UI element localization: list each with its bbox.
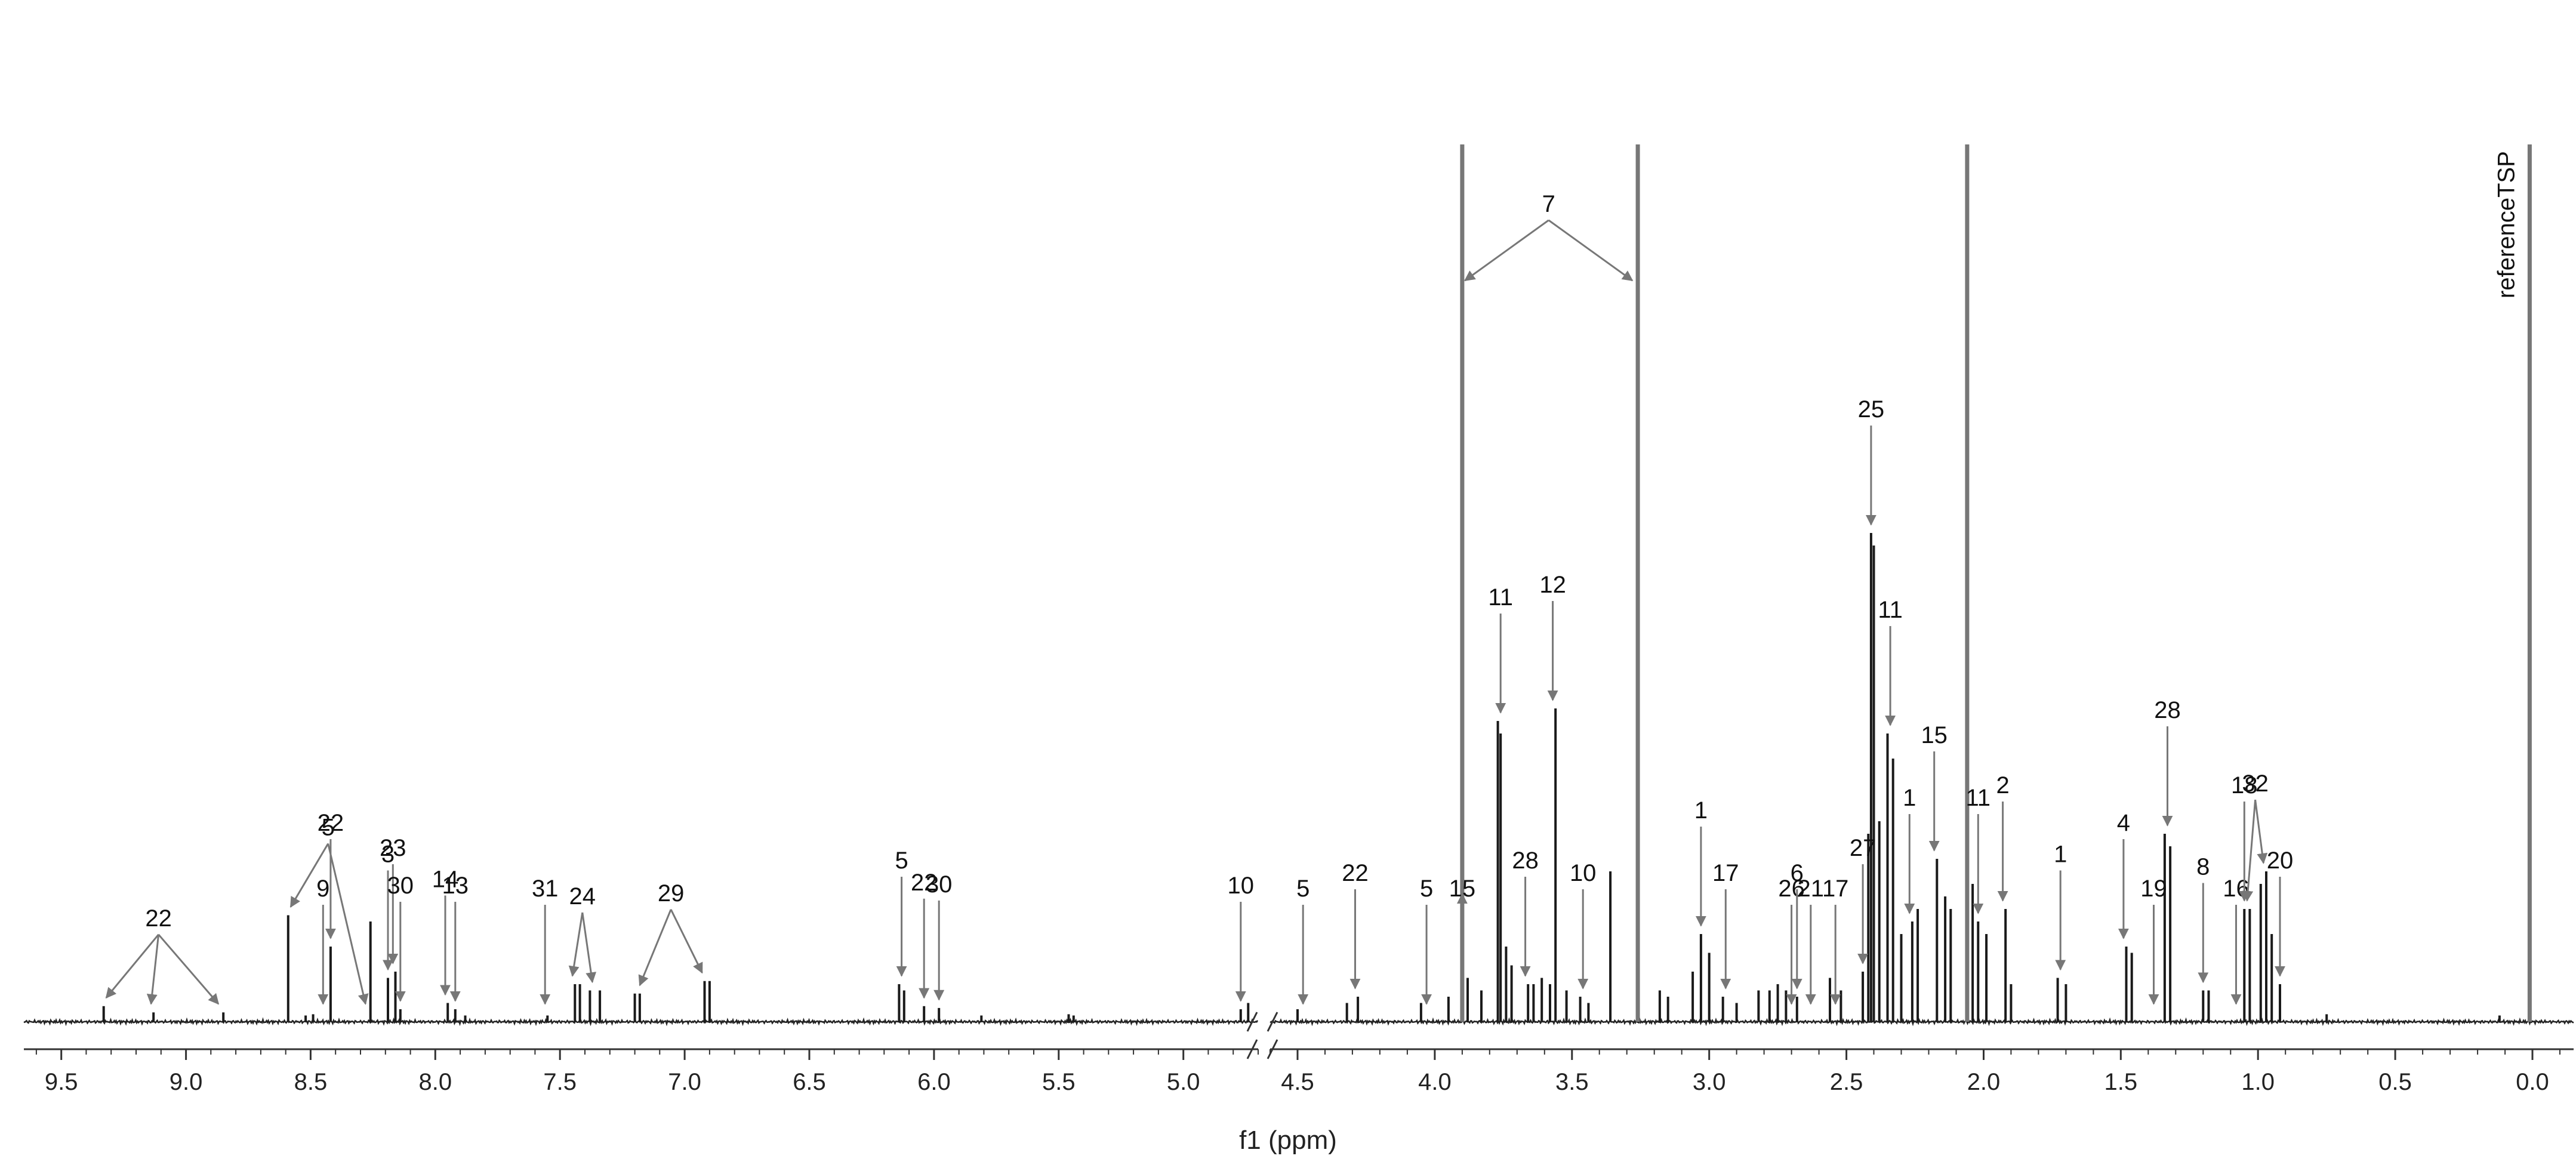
annotation-arrow [289,843,329,908]
annotation-label: 23 [380,835,406,861]
x-tick-label: 6.0 [917,1069,951,1095]
annotation-label: 31 [532,876,559,902]
annotation-label: 22 [911,870,938,896]
x-tick-label: 0.5 [2378,1069,2412,1095]
x-axis: 9.5 9.0 8.5 8.0 7.5 7.0 6.5 6.0 5.5 5.0 4.5 4.0 3.5 3… [24,1012,2574,1095]
annotation-label: 1 [2054,842,2067,868]
annotation-arrow [1548,219,1634,282]
annotation-label: 11 [1966,785,1991,811]
spectrum-break-mark [1246,1012,1258,1032]
annotation-label: 13 [442,873,469,899]
annotation-label: 10 [1570,860,1597,886]
annotation-label: 1 [1694,797,1708,824]
annotation-label: 11 [1488,584,1513,611]
annotation-label: 17 [1822,876,1849,902]
annotation-label: 5 [1420,876,1433,902]
x-tick-label: 5.0 [1167,1069,1200,1095]
x-tick-label: 0.0 [2516,1069,2549,1095]
annotation-label: 3 [381,842,395,868]
annotation-label: 16 [2223,876,2250,902]
x-tick-label: 5.5 [1042,1069,1076,1095]
annotation-label: 19 [2140,876,2167,902]
annotation-arrow [581,912,597,984]
x-tick-label: 4.0 [1418,1069,1452,1095]
annotation-label: 17 [1712,860,1739,886]
annotation-label: 22 [145,905,172,932]
annotation-label: 28 [2154,697,2181,723]
annotation-label: 22 [318,810,344,836]
annotation-label: 11 [1878,597,1903,623]
annotation-arrow [327,843,369,1005]
annotation-label: 26 [1778,876,1805,902]
x-tick-label: 7.5 [543,1069,577,1095]
spectrum-layer [23,144,2574,1027]
x-tick-label: 3.0 [1693,1069,1726,1095]
annotation-label: 2 [1996,772,2009,799]
annotation-arrow [1464,219,1549,282]
annotation-label: 20 [2267,847,2294,874]
spectrum-break-mark [1267,1012,1278,1032]
x-tick-label: 2.0 [1967,1069,2001,1095]
annotation-label: 27 [1850,835,1876,861]
x-tick-label: 4.5 [1281,1069,1314,1095]
annotation-label: 6 [1791,860,1804,886]
annotation-label: 4 [2117,810,2130,836]
annotation-label: 8 [2196,854,2210,880]
annotation-label: 29 [658,880,685,907]
annotation-arrow [2242,799,2257,902]
annotation-label: 28 [1512,847,1539,874]
x-tick-label: 1.5 [2104,1069,2137,1095]
annotation-label: 14 [432,867,459,893]
annotation-label: referenceTSP [2493,151,2519,298]
annotation-label: 5 [895,847,908,874]
annotation-label: 24 [569,883,596,910]
annotation-label: 5 [1296,876,1309,902]
annotation-label: 9 [316,876,329,902]
annotation-arrow [568,912,584,977]
annotation-label: 10 [1228,873,1255,899]
x-tick-label: 8.5 [294,1069,328,1095]
annotation-label: 30 [387,873,414,899]
annotation-arrow [670,909,703,974]
annotation-label: 7 [1542,191,1555,217]
x-axis-label: f1 (ppm) [1239,1126,1337,1155]
annotation-label: 30 [926,871,953,898]
x-tick-label: 9.5 [45,1069,78,1095]
x-tick-label: 7.0 [668,1069,701,1095]
x-tick-label: 3.5 [1555,1069,1589,1095]
annotation-arrow [638,909,672,987]
annotation-label: 22 [1342,860,1369,886]
annotation-label: 15 [1921,722,1948,748]
axis-break-mark [1246,1039,1258,1059]
annotation-arrow [105,933,159,999]
annotation-label: 21 [1798,876,1825,902]
x-tick-label: 8.0 [418,1069,452,1095]
axis-break-mark [1267,1039,1278,1059]
annotation-arrow [146,934,160,1005]
spectrum-baseline-right [1269,1017,2574,1027]
annotation-label: 5 [322,815,335,841]
x-tick-label: 2.5 [1830,1069,1863,1095]
x-tick-label: 1.0 [2241,1069,2275,1095]
annotation-label: 1 [1903,785,1916,811]
x-tick-label: 9.0 [170,1069,203,1095]
annotation-label: 25 [1858,396,1885,423]
annotation-label: 12 [1539,572,1566,598]
annotation-label: 18 [2231,772,2258,799]
annotation-arrow [2254,799,2268,864]
annotation-arrow [158,933,220,1005]
annotation-label: 32 [2242,770,2269,797]
x-tick-label: 6.5 [793,1069,826,1095]
